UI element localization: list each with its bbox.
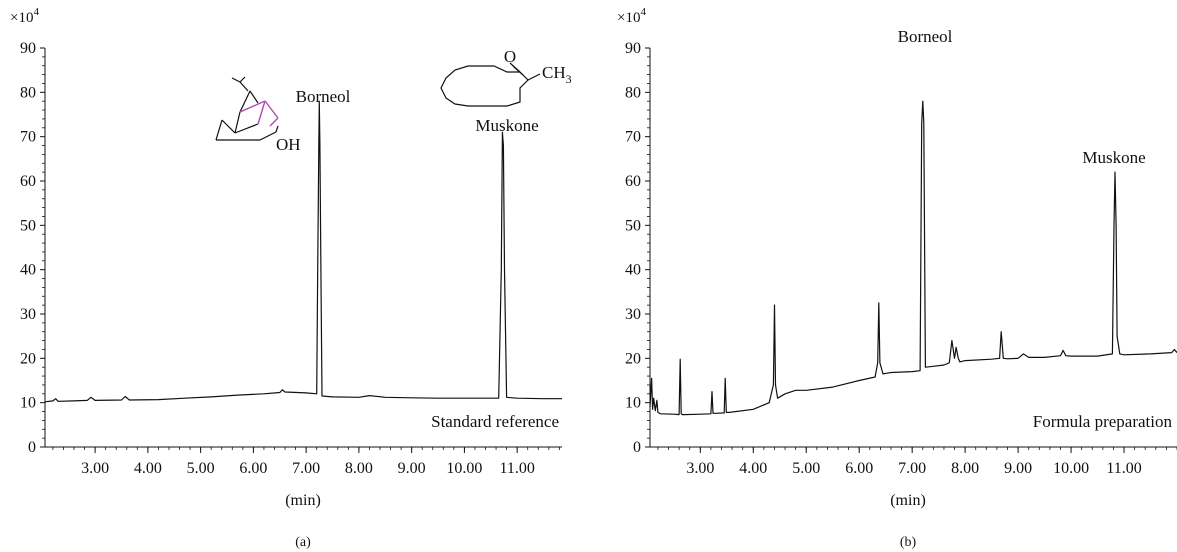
y-tick-label: 40 [20,262,36,279]
borneol-oh-label: OH [276,135,301,154]
panel-a-label: (a) [295,535,311,550]
annotation-muskone-b: Muskone [1082,148,1145,167]
y-tick-label: 10 [625,395,641,412]
y-tick-label: 80 [625,84,641,101]
y-tick-label: 80 [20,84,36,101]
y-tick-label: 60 [20,173,36,190]
x-tick-label: 5.00 [187,460,215,477]
y-tick-label: 0 [28,439,36,456]
y-tick-label: 50 [20,217,36,234]
muskone-oxygen-label: O [504,47,516,66]
x-tick-label: 11.00 [499,460,534,477]
x-tick-label: 3.00 [81,460,109,477]
muskone-structure [440,62,541,107]
x-tick-label: 5.00 [792,460,820,477]
x-tick-label: 7.00 [898,460,926,477]
borneol-stereo-bonds [239,100,279,127]
panel-a-scale-label: ×104 [10,6,39,26]
x-tick-label: 6.00 [845,460,873,477]
panel-b-series-line [649,100,1177,416]
panel-b: 0 10 20 30 40 50 60 70 80 90 3.00 4.00 5.00 6.00 7.00… [617,6,1177,550]
y-tick-label: 10 [20,395,36,412]
x-tick-label: 4.00 [134,460,162,477]
x-tick-label: 8.00 [951,460,979,477]
x-tick-label: 7.00 [292,460,320,477]
x-tick-label: 6.00 [239,460,267,477]
panel-b-yticks: 0 10 20 30 40 50 60 70 80 90 [625,40,650,456]
y-tick-label: 0 [633,439,641,456]
annotation-formula-preparation: Formula preparation [1033,412,1173,431]
panel-a-yticks: 0 10 20 30 40 50 60 70 80 90 [20,40,45,456]
muskone-methyl-label: CH3 [542,63,572,86]
x-tick-label: 10.00 [446,460,482,477]
y-tick-label: 70 [20,129,36,146]
x-tick-label: 10.00 [1053,460,1089,477]
borneol-structure [215,76,279,141]
x-tick-label: 4.00 [739,460,767,477]
x-tick-label: 9.00 [398,460,426,477]
x-tick-label: 11.00 [1106,460,1141,477]
y-tick-label: 30 [20,306,36,323]
panel-b-label: (b) [900,535,917,550]
panel-b-scale-label: ×104 [617,6,646,26]
panel-a: 0 10 20 30 40 50 60 70 80 90 3.00 4.00 5.00 6.00 7.00… [10,6,572,550]
y-tick-label: 40 [625,262,641,279]
y-tick-label: 20 [20,350,36,367]
panel-a-series-line [44,100,562,403]
y-tick-label: 30 [625,306,641,323]
x-tick-label: 8.00 [345,460,373,477]
panel-a-xlabel: (min) [285,492,321,509]
y-tick-label: 20 [625,350,641,367]
x-tick-label: 9.00 [1004,460,1032,477]
annotation-borneol-a: Borneol [296,87,351,106]
panel-b-xticks: 3.00 4.00 5.00 6.00 7.00 8.00 9.00 10.00 11.00 [657,447,1177,477]
y-tick-label: 50 [625,217,641,234]
panel-b-xlabel: (min) [890,492,926,509]
y-tick-label: 60 [625,173,641,190]
annotation-standard-reference: Standard reference [431,412,559,431]
y-tick-label: 70 [625,129,641,146]
annotation-muskone-a: Muskone [475,116,538,135]
y-tick-label: 90 [20,40,36,57]
y-tick-label: 90 [625,40,641,57]
annotation-borneol-b: Borneol [898,27,953,46]
x-tick-label: 3.00 [686,460,714,477]
panel-a-xticks: 3.00 4.00 5.00 6.00 7.00 8.00 9.00 10.00 11.00 [52,447,560,477]
